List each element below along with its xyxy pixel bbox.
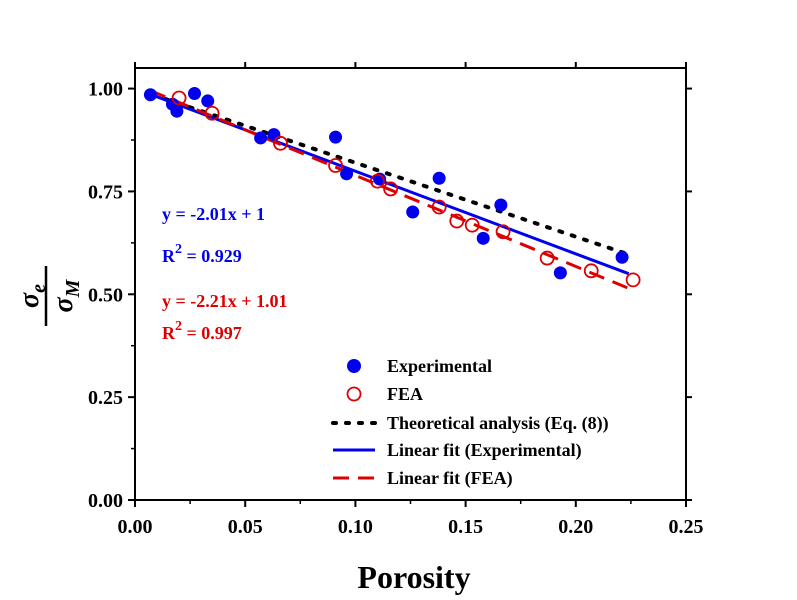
y-title-denominator: σM — [48, 278, 84, 312]
point-experimental — [553, 266, 567, 280]
point-experimental — [340, 167, 354, 181]
axes: 0.00 0.05 0.10 0.15 0.20 0.25 0.00 0.25 0.50 0.75… — [88, 62, 704, 538]
legend-label-fea: FEA — [387, 384, 423, 404]
y-tick-label: 0.25 — [88, 387, 123, 409]
legend: Experimental FEA Theoretical analysis (E… — [331, 356, 609, 489]
legend-label-exp-fit: Linear fit (Experimental) — [387, 440, 582, 461]
point-fea — [625, 272, 641, 288]
point-fea — [495, 224, 511, 240]
series-line-theoretical-analysis-eq-8 — [150, 92, 633, 258]
point-experimental — [373, 172, 387, 186]
fea-r2: R2 = 0.997 — [162, 319, 242, 343]
point-fea — [204, 105, 220, 121]
y-tick-label: 0.50 — [88, 284, 123, 306]
exp-r2-value: = 0.929 — [182, 246, 242, 266]
point-experimental — [494, 198, 508, 212]
y-axis-title: σe σM — [14, 266, 84, 326]
fea-equation: y = -2.21x + 1.01 — [162, 291, 288, 311]
x-tick-label: 0.25 — [669, 516, 704, 538]
point-fea — [431, 199, 447, 215]
legend-label-experimental: Experimental — [387, 356, 492, 376]
legend-marker-fea — [346, 386, 362, 402]
x-tick-label: 0.00 — [118, 516, 153, 538]
exp-r2: R2 = 0.929 — [162, 242, 242, 266]
point-experimental — [143, 88, 157, 102]
fea-r2-prefix: R — [162, 323, 176, 343]
point-experimental — [201, 94, 215, 108]
point-fea — [449, 213, 465, 229]
point-fea — [383, 181, 399, 197]
legend-marker-experimental — [347, 359, 361, 373]
point-fea — [583, 263, 599, 279]
y-tick-label: 0.75 — [88, 181, 123, 203]
x-axis-title: Porosity — [357, 559, 470, 595]
y-title-numerator: σe — [14, 284, 50, 308]
fit-annotations: y = -2.01x + 1 R2 = 0.929 y = -2.21x + 1… — [162, 204, 288, 343]
point-experimental — [329, 130, 343, 144]
plot-frame — [134, 67, 687, 501]
point-fea — [171, 90, 187, 106]
point-fea — [273, 135, 288, 151]
legend-label-theoretical: Theoretical analysis (Eq. (8)) — [387, 413, 609, 434]
legend-label-fea-fit: Linear fit (FEA) — [387, 468, 513, 489]
fea-r2-value: = 0.997 — [182, 323, 242, 343]
point-experimental — [432, 171, 446, 185]
exp-r2-sup: 2 — [175, 242, 182, 257]
x-tick-label: 0.10 — [338, 516, 373, 538]
y-tick-label: 1.00 — [88, 79, 123, 101]
fea-r2-sup: 2 — [175, 319, 182, 334]
point-experimental — [476, 231, 490, 245]
series-layer — [143, 87, 641, 292]
x-tick-label: 0.15 — [448, 516, 483, 538]
y-tick-label: 0.00 — [88, 490, 123, 512]
exp-r2-prefix: R — [162, 246, 176, 266]
exp-equation: y = -2.01x + 1 — [162, 204, 265, 224]
point-experimental — [188, 87, 202, 101]
point-fea — [539, 250, 555, 266]
point-experimental — [406, 205, 420, 219]
x-tick-label: 0.20 — [558, 516, 593, 538]
point-experimental — [254, 131, 268, 145]
point-experimental — [170, 104, 184, 118]
x-tick-label: 0.05 — [228, 516, 263, 538]
point-experimental — [615, 250, 629, 264]
point-fea — [370, 173, 385, 189]
point-fea — [464, 217, 480, 233]
point-fea — [328, 158, 343, 173]
